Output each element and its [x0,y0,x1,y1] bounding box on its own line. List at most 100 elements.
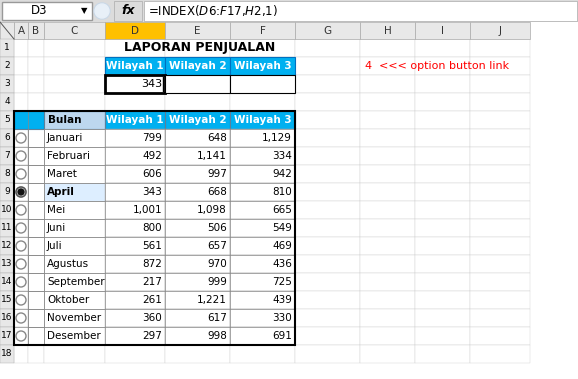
Bar [105,327,165,345]
Circle shape [17,313,25,323]
Bar [44,237,105,255]
Bar [415,22,470,39]
Bar [44,255,105,273]
Bar [28,75,44,93]
Bar [230,57,295,75]
Bar [165,147,230,165]
Text: D: D [131,25,139,36]
Circle shape [94,3,110,19]
Text: 970: 970 [208,259,227,269]
Bar [44,165,105,183]
Bar [28,165,44,183]
Circle shape [95,4,109,18]
Bar [470,111,530,129]
Bar [470,273,530,291]
Bar [230,273,295,291]
Text: 5: 5 [4,116,10,124]
Bar [14,57,28,75]
Bar [28,273,44,291]
Bar [105,291,165,309]
Bar [360,75,415,93]
Bar [44,111,105,129]
Bar [470,165,530,183]
Bar [415,57,470,75]
Bar [415,165,470,183]
Circle shape [17,205,25,215]
Bar [230,111,295,129]
Bar [230,255,295,273]
Bar [14,111,28,129]
Bar [28,57,44,75]
Bar [28,22,44,39]
Text: 648: 648 [207,133,227,143]
Text: LAPORAN PENJUALAN: LAPORAN PENJUALAN [124,41,276,55]
Bar [360,327,415,345]
Bar [470,183,530,201]
Bar [230,219,295,237]
Bar [165,201,230,219]
Bar [14,147,28,165]
Bar [230,237,295,255]
Bar [230,165,295,183]
Bar [28,309,44,327]
Bar [360,219,415,237]
Bar [44,237,105,255]
Text: 492: 492 [142,151,162,161]
Bar [165,75,230,93]
Text: 665: 665 [272,205,292,215]
Bar [105,93,165,111]
Bar [360,291,415,309]
Bar [230,309,295,327]
Circle shape [18,189,24,195]
Bar [0,75,14,93]
Bar [28,327,44,345]
Bar [470,93,530,111]
Bar [44,22,105,39]
Text: 334: 334 [272,151,292,161]
Bar [105,255,165,273]
Bar [0,291,14,309]
Bar [470,129,530,147]
Text: 1,001: 1,001 [132,205,162,215]
Bar [360,57,415,75]
Bar [105,75,165,93]
Bar [295,39,360,57]
Text: 13: 13 [1,260,13,268]
Bar [0,147,14,165]
Text: 436: 436 [272,259,292,269]
Bar [295,93,360,111]
Text: J: J [498,25,502,36]
Bar [360,165,415,183]
Bar [415,219,470,237]
Bar [165,327,230,345]
Bar [44,327,105,345]
Text: 668: 668 [207,187,227,197]
Text: 2: 2 [4,61,10,70]
Circle shape [17,169,25,179]
Text: 11: 11 [1,224,13,232]
Bar [415,75,470,93]
Bar [44,255,105,273]
Bar [230,147,295,165]
Bar [2,2,92,20]
Bar [415,39,470,57]
Bar [0,22,14,39]
Circle shape [17,133,25,143]
Bar [44,327,105,345]
Bar [105,219,165,237]
Bar [28,129,44,147]
Bar [105,57,165,75]
Bar [360,183,415,201]
Bar [44,309,105,327]
Bar [105,201,165,219]
Text: 330: 330 [272,313,292,323]
Text: 343: 343 [141,79,162,89]
Bar [165,201,230,219]
Text: 810: 810 [272,187,292,197]
Bar [230,129,295,147]
Bar [44,39,105,57]
Bar [295,57,360,75]
Bar [105,57,165,75]
Bar [360,345,415,363]
Bar [230,201,295,219]
